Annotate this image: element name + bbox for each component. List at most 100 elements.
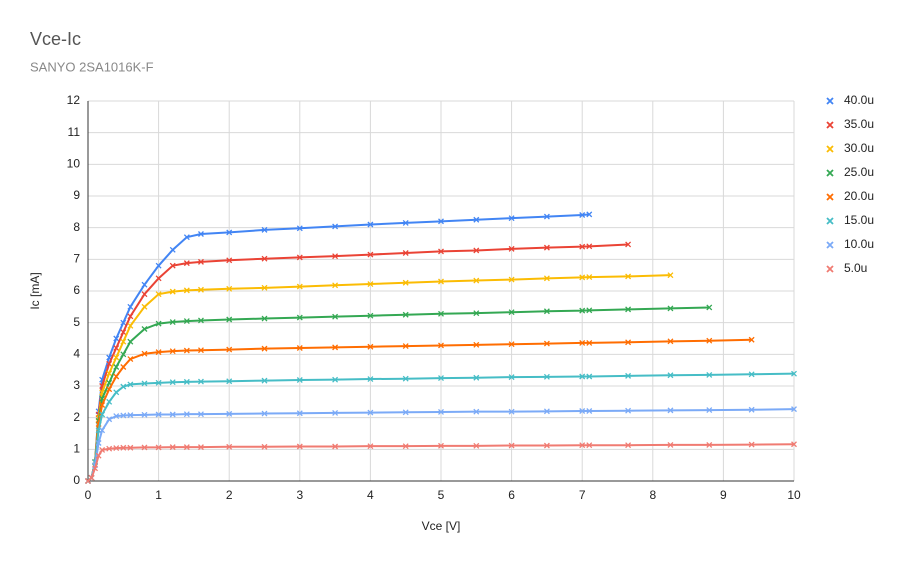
point-marker (88, 474, 95, 481)
point-marker (198, 411, 204, 418)
point-marker (367, 312, 374, 319)
point-marker (99, 402, 106, 408)
point-marker (169, 262, 176, 269)
y-tick-label: 3 (73, 378, 80, 392)
point-marker (155, 444, 162, 451)
point-marker (367, 343, 374, 350)
point-marker (261, 410, 268, 417)
point-marker (579, 339, 586, 346)
point-marker (332, 223, 339, 230)
series-line (87, 274, 671, 482)
y-tick-label: 2 (73, 410, 80, 424)
chart-title: Vce-Ic (30, 29, 81, 49)
point-marker (141, 291, 148, 298)
point-marker (169, 379, 176, 386)
legend-label: 15.0u (844, 213, 874, 227)
point-marker (141, 303, 148, 310)
point-marker (791, 441, 797, 448)
point-marker (579, 274, 586, 281)
point-marker (183, 411, 190, 418)
point-marker (95, 452, 102, 459)
point-marker (226, 346, 233, 353)
point-marker (169, 444, 176, 451)
point-marker (120, 364, 127, 370)
point-marker (183, 287, 190, 294)
point-marker (748, 336, 755, 343)
point-marker (402, 250, 409, 256)
point-marker (198, 347, 204, 354)
point-marker (667, 338, 674, 345)
point-marker (198, 258, 204, 265)
x-tick-label: 6 (508, 488, 515, 502)
point-marker (120, 319, 127, 326)
point-marker (261, 226, 268, 233)
y-tick-label: 10 (67, 157, 81, 171)
point-marker (226, 257, 233, 264)
series-line (87, 213, 590, 482)
point-marker (438, 278, 444, 285)
point-marker (438, 409, 444, 415)
point-marker (226, 443, 233, 450)
point-marker (332, 376, 339, 383)
point-marker (183, 444, 190, 451)
point-marker (120, 383, 127, 390)
point-marker (155, 349, 162, 356)
point-marker (625, 442, 632, 449)
y-tick-label: 1 (73, 442, 80, 456)
point-marker (667, 407, 674, 414)
point-marker (155, 379, 162, 386)
point-marker (543, 442, 550, 449)
point-marker (183, 347, 190, 354)
point-marker (667, 305, 674, 312)
point-marker (198, 317, 204, 324)
y-tick-label: 5 (73, 315, 80, 329)
point-marker (402, 279, 409, 286)
point-marker (141, 444, 148, 451)
point-marker (586, 211, 593, 218)
y-tick-label: 7 (73, 252, 80, 266)
point-marker (127, 444, 134, 451)
point-marker (120, 329, 127, 336)
point-marker (667, 441, 674, 448)
point-marker (120, 351, 127, 358)
point-marker (169, 246, 176, 253)
point-marker (296, 225, 303, 232)
point-marker (438, 248, 444, 255)
x-axis-title: Vce [V] (422, 519, 461, 533)
point-marker (169, 288, 176, 295)
point-marker (508, 276, 515, 283)
point-marker (99, 447, 106, 453)
point-marker (586, 373, 593, 380)
point-marker (169, 411, 176, 418)
point-marker (120, 444, 127, 451)
point-marker (438, 218, 444, 225)
point-marker (508, 374, 515, 381)
chart-subtitle: SANYO 2SA1016K-F (30, 59, 154, 74)
point-marker (261, 255, 268, 262)
legend-label: 25.0u (844, 165, 874, 179)
point-marker (127, 338, 134, 345)
y-axis-title: Ic [mA] (28, 272, 42, 309)
point-marker (127, 303, 134, 310)
point-marker (120, 338, 127, 345)
point-marker (586, 408, 593, 414)
point-marker (579, 373, 586, 380)
legend-label: 5.0u (844, 261, 867, 275)
point-marker (667, 372, 674, 379)
y-tick-label: 4 (73, 347, 80, 361)
legend-label: 20.0u (844, 189, 874, 203)
point-marker (543, 308, 550, 315)
legend-marker (826, 97, 834, 105)
point-marker (106, 370, 113, 377)
point-marker (113, 389, 120, 396)
point-marker (155, 320, 162, 327)
point-marker (106, 386, 113, 393)
point-marker (543, 213, 550, 220)
legend-marker (826, 145, 834, 153)
y-tick-label: 9 (73, 188, 80, 202)
point-marker (748, 371, 755, 378)
point-marker (183, 378, 190, 385)
point-marker (296, 443, 303, 450)
point-marker (706, 337, 713, 344)
point-marker (226, 378, 233, 385)
